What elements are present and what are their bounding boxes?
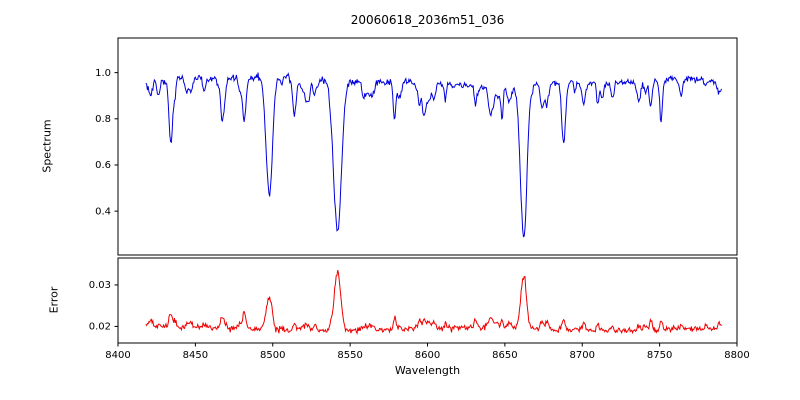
x-tick-label: 8600 [415,350,440,361]
x-tick-label: 8500 [260,350,285,361]
error-line [145,269,722,335]
error-axes-frame [117,257,738,344]
x-tick-label: 8550 [337,350,362,361]
chart-title: 20060618_2036m51_036 [350,13,505,27]
x-tick-label: 8450 [183,350,208,361]
x-tick-label: 8650 [492,350,517,361]
spectrum-y-tick-label: 1.0 [95,68,111,79]
spectrum-axes-frame [117,37,738,256]
spectrum-line [145,72,722,238]
spectrum-y-tick-label: 0.8 [95,114,111,125]
error-y-tick-label: 0.02 [89,322,111,333]
x-tick-label: 8800 [724,350,749,361]
x-tick-label: 8400 [105,350,130,361]
wavelength-axis-label: Wavelength [394,364,461,377]
spectrum-y-tick-label: 0.6 [95,160,111,171]
spectrum-y-tick-label: 0.4 [95,206,111,217]
x-tick-label: 8750 [647,350,672,361]
x-tick-label: 8700 [570,350,595,361]
error-y-tick-label: 0.03 [89,280,111,291]
